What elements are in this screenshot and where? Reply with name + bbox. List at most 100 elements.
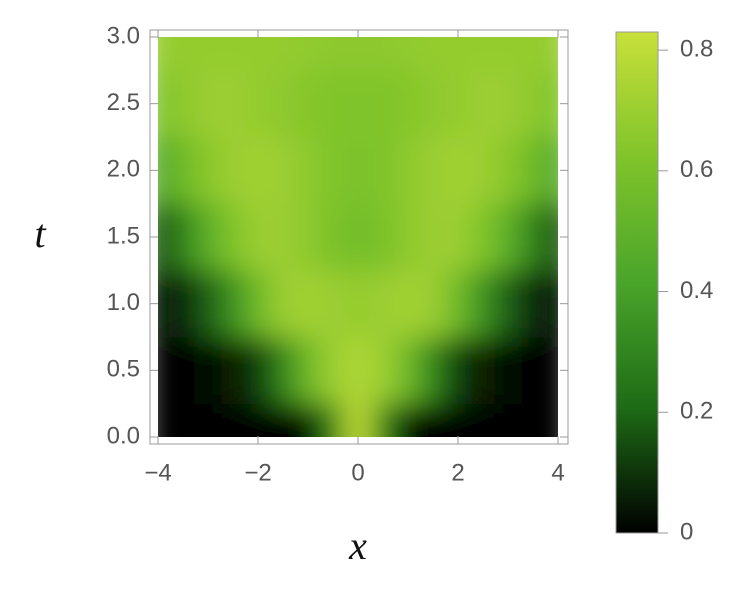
cell — [158, 37, 171, 71]
cell — [158, 203, 171, 271]
cell — [470, 403, 496, 437]
x-tick-label: 0 — [351, 459, 364, 486]
cell — [320, 203, 346, 271]
cell — [470, 70, 496, 138]
cell — [170, 403, 196, 437]
x-tick-label: 4 — [551, 459, 564, 486]
cell — [395, 270, 421, 338]
cell — [195, 137, 221, 205]
cell — [520, 203, 546, 271]
cell — [370, 403, 396, 437]
cell — [545, 70, 558, 138]
cell — [270, 137, 296, 205]
cell — [495, 203, 521, 271]
cell — [295, 337, 321, 405]
cell — [395, 337, 421, 405]
colorbar — [615, 31, 659, 534]
cell — [420, 337, 446, 405]
cell — [345, 270, 371, 338]
cell — [170, 337, 196, 405]
cell — [395, 403, 421, 437]
cell — [195, 270, 221, 338]
cell — [345, 337, 371, 405]
cell — [295, 270, 321, 338]
cell — [545, 337, 558, 405]
cell — [370, 70, 396, 138]
cell — [370, 337, 396, 405]
cell — [270, 203, 296, 271]
cell — [420, 70, 446, 138]
cell — [345, 70, 371, 138]
y-tick-label: 0.5 — [107, 356, 140, 383]
cell — [158, 270, 171, 338]
cell — [270, 403, 296, 437]
cell — [345, 137, 371, 205]
cell — [270, 37, 296, 71]
cell — [158, 137, 171, 205]
cell — [470, 137, 496, 205]
cell — [158, 403, 171, 437]
cell — [220, 137, 246, 205]
cell — [420, 37, 446, 71]
cell — [320, 337, 346, 405]
cell — [370, 270, 396, 338]
cell — [320, 37, 346, 71]
cell — [470, 203, 496, 271]
cell — [445, 37, 471, 71]
cell — [295, 137, 321, 205]
cell — [445, 137, 471, 205]
cell — [495, 337, 521, 405]
cell — [220, 37, 246, 71]
cell — [270, 270, 296, 338]
colorbar-tick-label: 0.2 — [680, 398, 713, 425]
cell — [495, 37, 521, 71]
cell — [520, 403, 546, 437]
cell — [158, 337, 171, 405]
cell — [245, 270, 271, 338]
plot-area — [158, 37, 558, 437]
cell — [345, 403, 371, 437]
cell — [270, 70, 296, 138]
cell — [545, 403, 558, 437]
cell — [445, 203, 471, 271]
cell — [495, 137, 521, 205]
cell — [195, 337, 221, 405]
y-tick-label: 3.0 — [107, 22, 140, 49]
cell — [470, 37, 496, 71]
cell — [445, 403, 471, 437]
cell — [245, 203, 271, 271]
cell — [370, 203, 396, 271]
cell — [420, 403, 446, 437]
cell — [520, 37, 546, 71]
cell — [195, 403, 221, 437]
x-tick-label: 2 — [451, 459, 464, 486]
cell — [545, 203, 558, 271]
cell — [520, 137, 546, 205]
cell — [170, 70, 196, 138]
cell — [495, 270, 521, 338]
cell — [195, 70, 221, 138]
cell — [345, 37, 371, 71]
cell — [170, 37, 196, 71]
cell — [220, 70, 246, 138]
colorbar-tick-label: 0.8 — [680, 35, 713, 62]
cell — [545, 137, 558, 205]
cell — [170, 137, 196, 205]
cell — [320, 403, 346, 437]
cell — [245, 137, 271, 205]
y-tick-label: 1.0 — [107, 289, 140, 316]
cell — [520, 270, 546, 338]
y-tick-label: 2.0 — [107, 156, 140, 183]
y-axis-label: t — [34, 211, 46, 256]
cell — [245, 403, 271, 437]
cell — [395, 70, 421, 138]
cell — [495, 403, 521, 437]
y-tick-label: 2.5 — [107, 89, 140, 116]
cell — [245, 337, 271, 405]
cell — [245, 37, 271, 71]
cell — [170, 270, 196, 338]
cell — [195, 37, 221, 71]
cell — [220, 270, 246, 338]
cell — [445, 337, 471, 405]
